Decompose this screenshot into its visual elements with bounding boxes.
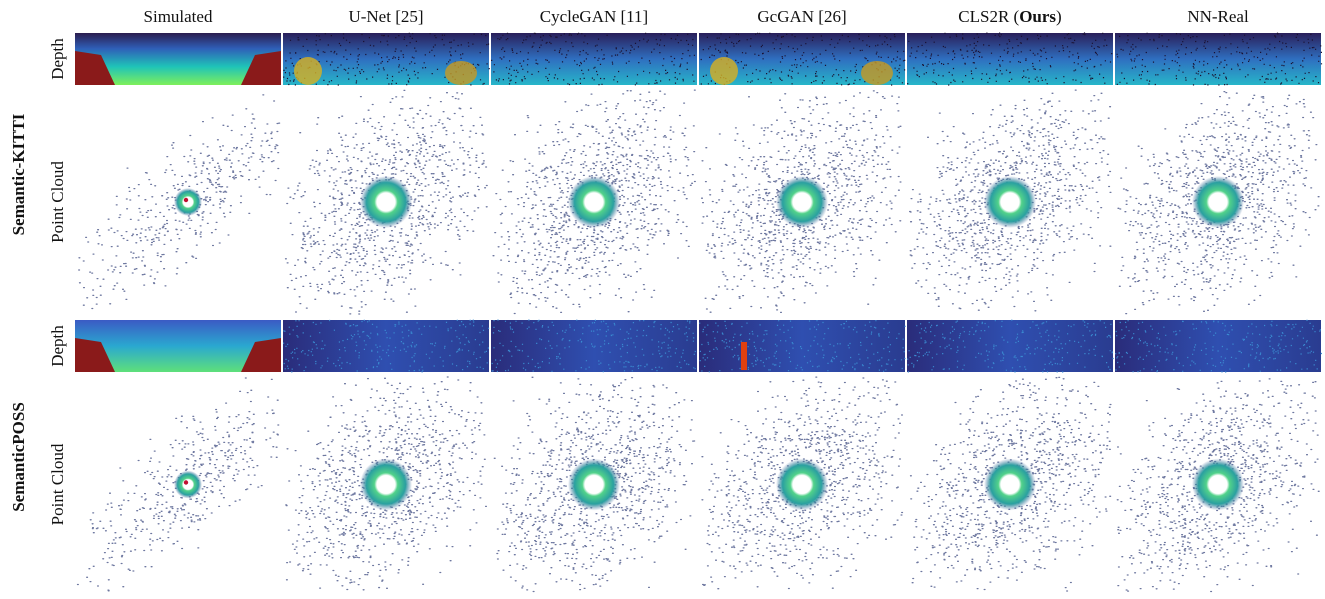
point-cloud-core [776, 176, 828, 228]
column-header: CLS2R (Ours) [958, 7, 1061, 26]
row-label: Depth [48, 38, 67, 80]
row-label: Depth [48, 325, 67, 367]
depth-image [907, 320, 1113, 372]
sensor [184, 480, 188, 484]
depth-image [283, 320, 489, 372]
column-header: CycleGAN [11] [540, 7, 648, 26]
depth-artifact [445, 61, 477, 85]
depth-artifact [294, 57, 322, 85]
row-label: Point Cloud [48, 161, 67, 243]
column-header: NN-Real [1187, 7, 1249, 26]
point-cloud-core [174, 188, 202, 216]
point-cloud-core [776, 459, 828, 511]
column-header: U-Net [25] [348, 7, 423, 26]
point-cloud-core [360, 459, 412, 511]
point-cloud-core [984, 176, 1036, 228]
column-header: GcGAN [26] [757, 7, 846, 26]
point-cloud-core [174, 471, 202, 499]
row-label: Point Cloud [48, 443, 67, 525]
sensor [184, 198, 188, 202]
column-header: Simulated [144, 7, 213, 26]
column-header-part: Ours [1019, 7, 1056, 26]
depth-image [1115, 33, 1321, 85]
depth-artifact [710, 57, 738, 85]
depth-artifact [741, 342, 747, 370]
depth-image [1115, 320, 1321, 372]
column-header-part: CLS2R ( [958, 7, 1019, 26]
point-cloud-core [568, 176, 620, 228]
dataset-label: SemanticPOSS [9, 402, 28, 512]
point-cloud-core [984, 459, 1036, 511]
depth-image [491, 33, 697, 85]
depth-image [907, 33, 1113, 85]
page: Simulated U-Net [25] CycleGAN [11] GcGAN [2… [0, 0, 1325, 594]
depth-artifact [861, 61, 893, 85]
column-header-part: ) [1056, 7, 1062, 26]
point-cloud-core [360, 176, 412, 228]
point-cloud-core [1192, 459, 1244, 511]
point-cloud-core [568, 459, 620, 511]
point-cloud-core [1192, 176, 1244, 228]
figure: Simulated U-Net [25] CycleGAN [11] GcGAN [2… [0, 0, 1325, 594]
dataset-label: Semantic-KITTI [9, 113, 28, 235]
